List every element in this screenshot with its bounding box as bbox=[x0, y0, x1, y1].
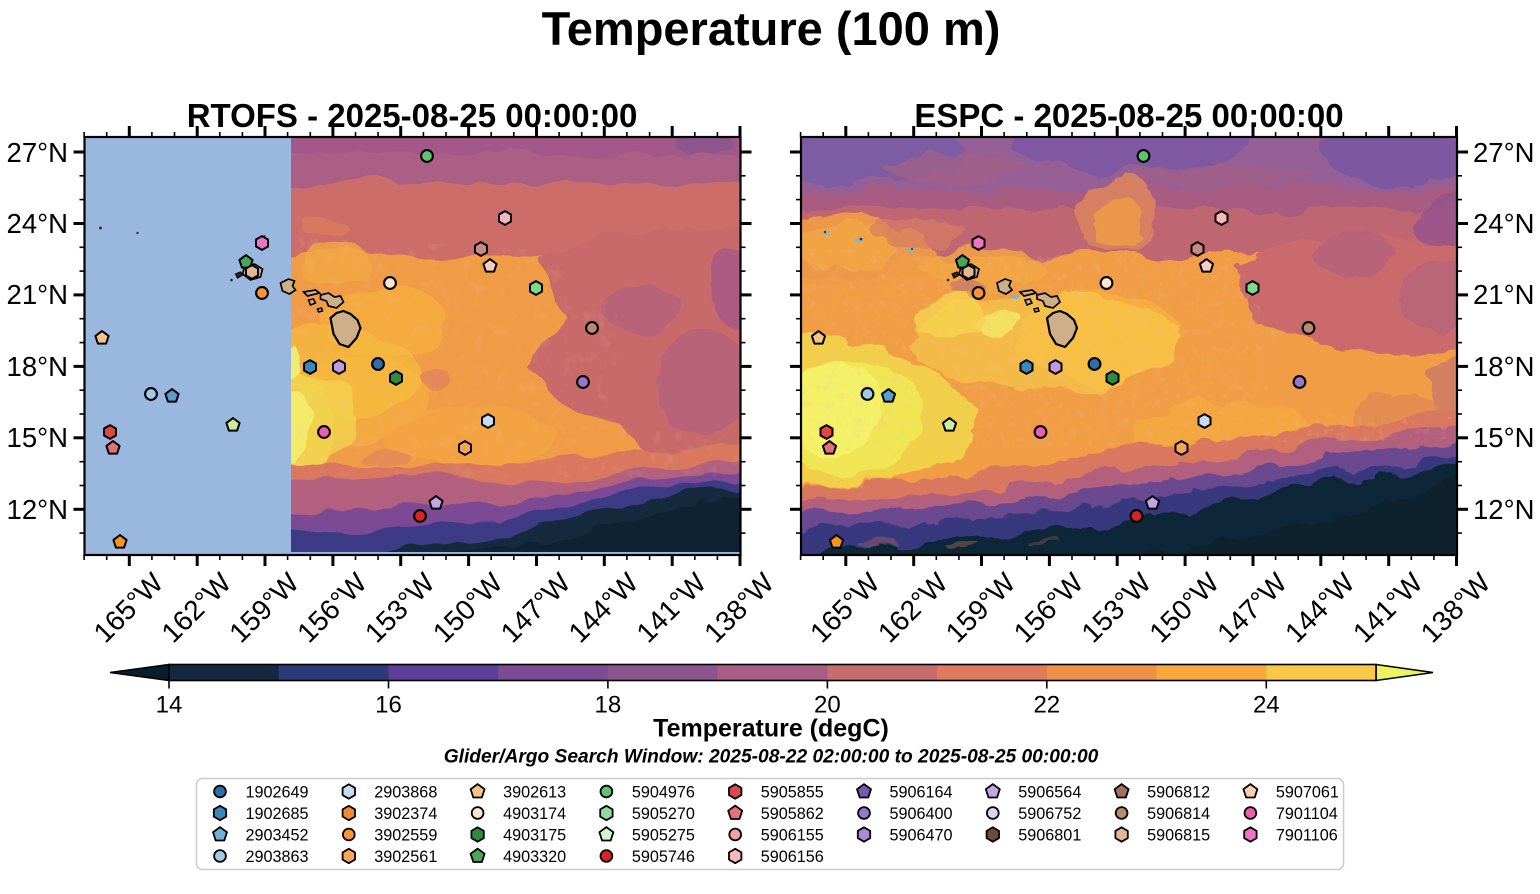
svg-text:5905855: 5905855 bbox=[761, 783, 824, 801]
svg-text:5905862: 5905862 bbox=[761, 805, 824, 823]
svg-text:141°W: 141°W bbox=[1347, 566, 1429, 648]
svg-text:5906164: 5906164 bbox=[890, 783, 953, 801]
svg-text:27°N: 27°N bbox=[1473, 137, 1534, 168]
svg-text:14: 14 bbox=[156, 692, 183, 719]
svg-text:18°N: 18°N bbox=[1473, 351, 1534, 382]
svg-text:153°W: 153°W bbox=[1075, 566, 1157, 648]
svg-text:Temperature (100 m): Temperature (100 m) bbox=[542, 2, 1001, 55]
svg-text:RTOFS - 2025-08-25 00:00:00: RTOFS - 2025-08-25 00:00:00 bbox=[187, 97, 638, 134]
svg-text:15°N: 15°N bbox=[7, 422, 68, 453]
svg-text:5904976: 5904976 bbox=[632, 783, 695, 801]
svg-text:162°W: 162°W bbox=[872, 566, 954, 648]
svg-text:21°N: 21°N bbox=[1473, 279, 1534, 310]
svg-text:1902649: 1902649 bbox=[246, 783, 309, 801]
svg-text:144°W: 144°W bbox=[1279, 566, 1361, 648]
svg-text:5907061: 5907061 bbox=[1276, 783, 1339, 801]
svg-text:5906814: 5906814 bbox=[1147, 805, 1210, 823]
svg-text:156°W: 156°W bbox=[291, 566, 373, 648]
svg-text:16: 16 bbox=[375, 692, 402, 719]
svg-text:24°N: 24°N bbox=[1473, 208, 1534, 239]
svg-text:165°W: 165°W bbox=[804, 566, 886, 648]
svg-text:5906812: 5906812 bbox=[1147, 783, 1210, 801]
svg-text:159°W: 159°W bbox=[223, 566, 305, 648]
svg-text:24°N: 24°N bbox=[7, 208, 68, 239]
svg-text:18°N: 18°N bbox=[7, 351, 68, 382]
svg-text:ESPC - 2025-08-25 00:00:00: ESPC - 2025-08-25 00:00:00 bbox=[914, 97, 1343, 134]
svg-text:3902613: 3902613 bbox=[503, 783, 566, 801]
svg-text:4903320: 4903320 bbox=[503, 848, 566, 866]
svg-text:147°W: 147°W bbox=[1211, 566, 1293, 648]
svg-text:4903174: 4903174 bbox=[503, 805, 566, 823]
svg-text:12°N: 12°N bbox=[7, 494, 68, 525]
svg-text:3902561: 3902561 bbox=[374, 848, 437, 866]
svg-text:5906400: 5906400 bbox=[890, 805, 953, 823]
svg-text:153°W: 153°W bbox=[359, 566, 441, 648]
svg-text:150°W: 150°W bbox=[1143, 566, 1225, 648]
svg-text:2903452: 2903452 bbox=[246, 826, 309, 844]
svg-text:7901104: 7901104 bbox=[1276, 805, 1338, 823]
svg-text:156°W: 156°W bbox=[1008, 566, 1090, 648]
svg-text:20: 20 bbox=[814, 692, 841, 719]
svg-text:150°W: 150°W bbox=[427, 566, 509, 648]
svg-text:138°W: 138°W bbox=[1415, 566, 1497, 648]
svg-text:24: 24 bbox=[1253, 692, 1280, 719]
svg-text:3902374: 3902374 bbox=[374, 805, 437, 823]
svg-text:144°W: 144°W bbox=[563, 566, 645, 648]
svg-text:5905275: 5905275 bbox=[632, 826, 695, 844]
svg-text:5906815: 5906815 bbox=[1147, 826, 1210, 844]
svg-text:7901106: 7901106 bbox=[1276, 826, 1338, 844]
svg-text:2903868: 2903868 bbox=[374, 783, 437, 801]
svg-text:5906156: 5906156 bbox=[761, 848, 824, 866]
svg-text:Glider/Argo Search Window: 202: Glider/Argo Search Window: 2025-08-22 02… bbox=[444, 747, 1099, 768]
svg-text:2903863: 2903863 bbox=[246, 848, 309, 866]
svg-text:1902685: 1902685 bbox=[246, 805, 309, 823]
svg-text:5906752: 5906752 bbox=[1018, 805, 1081, 823]
svg-text:147°W: 147°W bbox=[495, 566, 577, 648]
svg-text:22: 22 bbox=[1033, 692, 1060, 719]
svg-text:12°N: 12°N bbox=[1473, 494, 1534, 525]
svg-text:141°W: 141°W bbox=[630, 566, 712, 648]
svg-text:5906801: 5906801 bbox=[1018, 826, 1081, 844]
svg-text:5905746: 5905746 bbox=[632, 848, 695, 866]
svg-text:162°W: 162°W bbox=[155, 566, 237, 648]
svg-text:18: 18 bbox=[595, 692, 622, 719]
svg-text:5906564: 5906564 bbox=[1018, 783, 1081, 801]
svg-text:Temperature (degC): Temperature (degC) bbox=[653, 715, 889, 743]
svg-text:27°N: 27°N bbox=[7, 137, 68, 168]
svg-text:138°W: 138°W bbox=[698, 566, 780, 648]
svg-text:159°W: 159°W bbox=[940, 566, 1022, 648]
svg-text:5906470: 5906470 bbox=[890, 826, 953, 844]
svg-text:21°N: 21°N bbox=[7, 279, 68, 310]
svg-text:5905270: 5905270 bbox=[632, 805, 695, 823]
svg-text:165°W: 165°W bbox=[88, 566, 170, 648]
svg-text:4903175: 4903175 bbox=[503, 826, 566, 844]
svg-text:3902559: 3902559 bbox=[374, 826, 437, 844]
svg-text:15°N: 15°N bbox=[1473, 422, 1534, 453]
svg-text:5906155: 5906155 bbox=[761, 826, 824, 844]
